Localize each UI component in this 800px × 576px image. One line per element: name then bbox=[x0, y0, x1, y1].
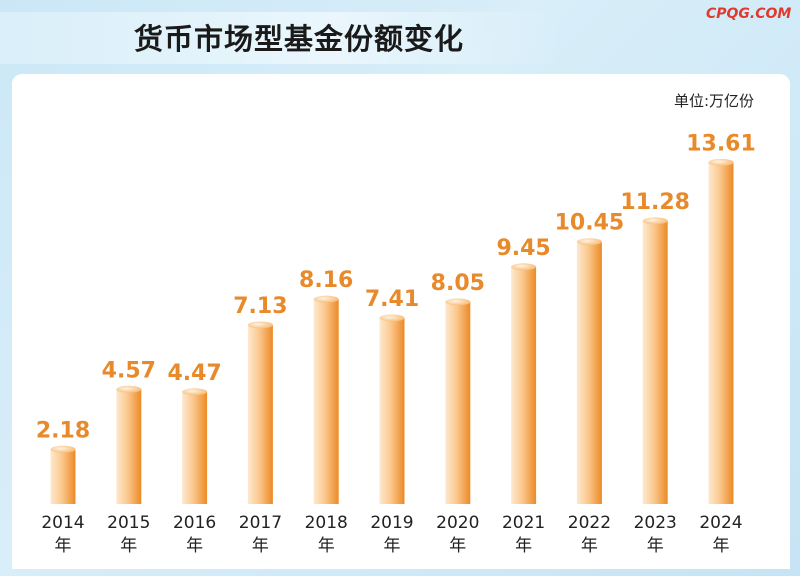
x-tick-suffix-2017: 年 bbox=[252, 536, 269, 556]
x-tick-suffix-2018: 年 bbox=[318, 536, 335, 556]
x-tick-label-2017: 2017 bbox=[239, 513, 282, 533]
bar-2017 bbox=[247, 325, 273, 504]
value-label-2023: 11.28 bbox=[620, 190, 690, 215]
value-labels-group: 2.18 4.57 4.47 7.13 8.16 7.41 8.05 9.4510.4511.… bbox=[36, 131, 756, 443]
x-tick-suffix-2014: 年 bbox=[55, 536, 72, 556]
bar-cap-2023 bbox=[642, 217, 668, 225]
unit-label: 单位:万亿份 bbox=[674, 92, 755, 110]
x-tick-suffix-2024: 年 bbox=[713, 536, 730, 556]
bar-2021 bbox=[511, 266, 537, 504]
x-tick-labels-group: 2014 年 2015 年 2016 年 2017 年 2018 年 2019 年 2020 年 2021 年… bbox=[41, 513, 742, 556]
x-tick-suffix-2022: 年 bbox=[581, 536, 598, 556]
x-tick-suffix-2019: 年 bbox=[384, 536, 401, 556]
x-tick-label-2020: 2020 bbox=[436, 513, 479, 533]
title-banner bbox=[0, 12, 560, 64]
x-tick-label-2019: 2019 bbox=[370, 513, 413, 533]
bar-2018 bbox=[313, 299, 339, 504]
x-tick-label-2021: 2021 bbox=[502, 513, 545, 533]
x-tick-suffix-2015: 年 bbox=[120, 536, 137, 556]
value-label-2018: 8.16 bbox=[299, 268, 353, 293]
bar-2015 bbox=[116, 389, 142, 504]
bar-cap-2016 bbox=[182, 388, 208, 396]
bar-2020 bbox=[445, 301, 471, 504]
bars-group bbox=[50, 158, 734, 504]
value-label-2014: 2.18 bbox=[36, 418, 90, 443]
value-label-2016: 4.47 bbox=[167, 361, 221, 386]
bar-cap-2024 bbox=[708, 158, 734, 166]
bar-cap-2022 bbox=[576, 238, 602, 246]
x-tick-label-2022: 2022 bbox=[568, 513, 611, 533]
bar-2024 bbox=[708, 162, 734, 504]
x-tick-suffix-2020: 年 bbox=[449, 536, 466, 556]
value-label-2024: 13.61 bbox=[686, 131, 756, 156]
x-tick-suffix-2016: 年 bbox=[186, 536, 203, 556]
bar-cap-2020 bbox=[445, 298, 471, 306]
bar-2019 bbox=[379, 318, 405, 504]
value-label-2020: 8.05 bbox=[431, 271, 485, 296]
bar-2022 bbox=[576, 241, 602, 504]
x-tick-label-2023: 2023 bbox=[634, 513, 677, 533]
bar-cap-2018 bbox=[313, 295, 339, 303]
x-tick-label-2014: 2014 bbox=[41, 513, 84, 533]
value-label-2017: 7.13 bbox=[233, 294, 287, 319]
bar-2023 bbox=[642, 220, 668, 504]
bar-cap-2015 bbox=[116, 385, 142, 393]
bar-cap-2017 bbox=[247, 321, 273, 329]
bar-cap-2021 bbox=[511, 263, 537, 271]
watermark-text: CPQG.COM bbox=[706, 6, 792, 22]
value-label-2022: 10.45 bbox=[555, 211, 625, 236]
x-tick-label-2018: 2018 bbox=[305, 513, 348, 533]
chart-title: 货币市场型基金份额变化 bbox=[134, 22, 465, 56]
value-label-2019: 7.41 bbox=[365, 287, 419, 312]
x-tick-suffix-2023: 年 bbox=[647, 536, 664, 556]
bar-cap-2014 bbox=[50, 445, 76, 453]
x-tick-suffix-2021: 年 bbox=[515, 536, 532, 556]
bar-2014 bbox=[50, 449, 76, 504]
bar-2016 bbox=[182, 391, 208, 504]
x-tick-label-2015: 2015 bbox=[107, 513, 150, 533]
bar-cap-2019 bbox=[379, 314, 405, 322]
value-label-2021: 9.45 bbox=[496, 236, 550, 261]
x-tick-label-2016: 2016 bbox=[173, 513, 216, 533]
x-tick-label-2024: 2024 bbox=[699, 513, 742, 533]
value-label-2015: 4.57 bbox=[102, 358, 156, 383]
